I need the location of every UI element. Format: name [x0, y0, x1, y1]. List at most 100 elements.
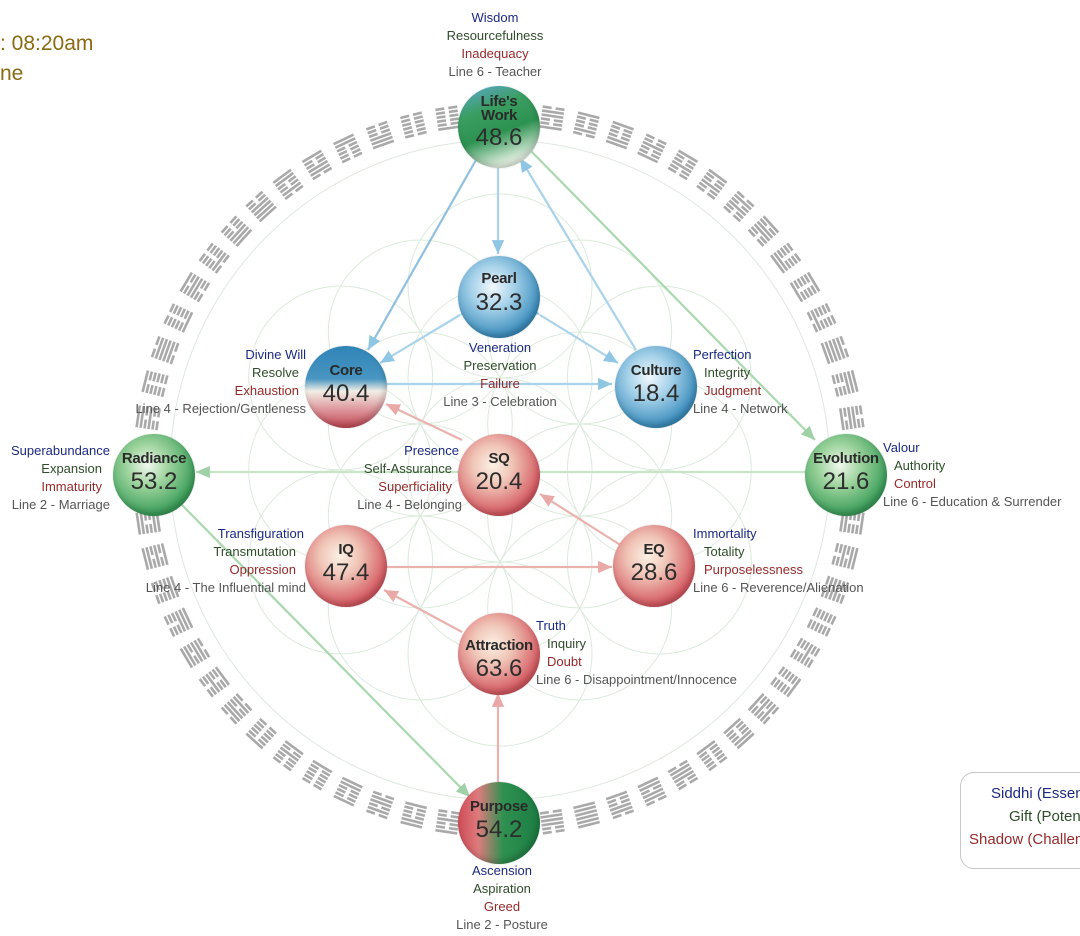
- line-text: Line 6 - Disappointment/Innocence: [536, 672, 737, 687]
- hexagram-icon: [820, 335, 850, 365]
- sphere-value: 63.6: [475, 655, 523, 682]
- legend-box: Siddhi (Essen Gift (Poten Shadow (Challe…: [960, 772, 1080, 869]
- line-text: Line 4 - The Influential mind: [145, 580, 306, 595]
- eq-labels: Immortality Totality Purposelessness Lin…: [693, 525, 864, 597]
- siddhi-text: Presence: [404, 443, 459, 458]
- sphere-name: Pearl: [481, 270, 517, 287]
- sphere-purpose[interactable]: Purpose 54.2: [458, 782, 540, 864]
- hexagram-icon: [272, 740, 304, 772]
- line-text: Line 2 - Posture: [456, 917, 548, 932]
- siddhi-text: Divine Will: [245, 347, 306, 362]
- hexagram-icon: [605, 790, 635, 820]
- legend-shadow: Shadow (Challen: [969, 831, 1080, 848]
- hexagram-icon: [820, 575, 850, 604]
- legend-gift: Gift (Poten: [1009, 808, 1080, 825]
- header-subtitle: ne: [0, 62, 24, 85]
- hexagram-icon: [789, 637, 821, 669]
- line-sq-core: [385, 403, 463, 441]
- shadow-text: Inadequacy: [461, 46, 529, 61]
- sphere-name: Purpose: [470, 798, 528, 815]
- sphere-value: 28.6: [630, 559, 678, 586]
- sphere-iq[interactable]: IQ 47.4: [305, 525, 387, 607]
- iq-labels: Transfiguration Transmutation Oppression…: [106, 525, 306, 597]
- line-pearl-culture: [524, 302, 619, 364]
- gift-text: Integrity: [704, 365, 751, 380]
- hexagram-icon: [220, 215, 253, 247]
- sphere-eq[interactable]: EQ 28.6: [613, 525, 695, 607]
- hexagram-icon: [400, 801, 428, 829]
- hexagram-icon: [747, 693, 780, 725]
- hexagram-icon: [150, 575, 180, 605]
- shadow-text: Immaturity: [41, 479, 102, 494]
- sphere-name: Work: [480, 107, 518, 124]
- hexagram-icon: [806, 607, 837, 637]
- lifes-work-labels: Wisdom Resourcefulness Inadequacy Line 6…: [395, 9, 595, 81]
- hexagram-icon: [245, 190, 277, 223]
- line-text: Line 3 - Celebration: [443, 394, 557, 409]
- siddhi-text: Ascension: [472, 863, 532, 878]
- shadow-text: Judgment: [704, 383, 762, 398]
- hexagram-icon: [333, 133, 363, 164]
- hexagram-icon: [400, 111, 427, 139]
- line-text: Line 6 - Reverence/Alienation: [693, 580, 864, 595]
- sphere-name: EQ: [643, 541, 665, 558]
- line-eq-sq: [539, 493, 623, 547]
- line-radiance-purpose: [181, 504, 471, 798]
- hexagram-icon: [272, 168, 304, 200]
- line-lifeswork-evolution: [529, 149, 816, 441]
- line-text: Line 4 - Belonging: [357, 497, 462, 512]
- gift-text: Self-Assurance: [363, 461, 452, 476]
- hexagram-icon: [831, 370, 859, 397]
- sphere-sq[interactable]: SQ 20.4: [458, 434, 540, 516]
- gift-text: Preservation: [463, 358, 537, 373]
- siddhi-text: Wisdom: [471, 10, 519, 25]
- sphere-core[interactable]: Core 40.4: [305, 346, 387, 428]
- hexagram-icon: [179, 637, 211, 669]
- hexagram-icon: [333, 776, 363, 807]
- hexagram-icon: [696, 740, 728, 772]
- line-text: Line 6 - Teacher: [448, 64, 542, 79]
- sq-labels: Presence Self-Assurance Superficiality L…: [262, 442, 462, 514]
- legend-siddhi: Siddhi (Essen: [991, 785, 1080, 802]
- hexagram-icon: [806, 303, 837, 333]
- sphere-culture[interactable]: Culture 18.4: [615, 346, 697, 428]
- hexagram-icon: [301, 759, 333, 791]
- shadow-text: Superficiality: [378, 479, 452, 494]
- hexagram-icon: [572, 111, 600, 139]
- shadow-text: Control: [894, 476, 936, 491]
- hexagram-icon: [365, 120, 395, 150]
- gift-text: Aspiration: [473, 881, 531, 896]
- hexagram-icon: [539, 809, 565, 835]
- sphere-attraction[interactable]: Attraction 63.6: [458, 613, 540, 695]
- hexagram-icon: [605, 120, 634, 150]
- sphere-value: 18.4: [632, 380, 680, 407]
- siddhi-text: Superabundance: [10, 443, 110, 458]
- line-lifeswork-core: [367, 159, 477, 351]
- hexagram-icon: [150, 336, 180, 365]
- line-pearl-core: [379, 302, 476, 364]
- gift-text: Totality: [704, 544, 745, 559]
- hexagram-icon: [435, 809, 461, 835]
- sphere-value: 20.4: [475, 468, 523, 495]
- siddhi-text: Valour: [883, 440, 920, 455]
- sphere-evolution[interactable]: Evolution 21.6: [805, 434, 887, 516]
- gift-text: Resourcefulness: [446, 28, 544, 43]
- gift-text: Authority: [894, 458, 946, 473]
- siddhi-text: Immortality: [693, 526, 757, 541]
- sphere-lifes-work[interactable]: Life's Work 48.6: [458, 86, 540, 168]
- sphere-value: 47.4: [322, 559, 370, 586]
- purpose-labels: Ascension Aspiration Greed Line 2 - Post…: [402, 862, 602, 934]
- sphere-radiance[interactable]: Radiance 53.2: [113, 434, 195, 516]
- flower-circle: [566, 285, 752, 471]
- culture-labels: Perfection Integrity Judgment Line 4 - N…: [693, 346, 788, 418]
- line-text: Line 4 - Rejection/Gentleness: [135, 401, 306, 416]
- sphere-name: SQ: [488, 450, 510, 467]
- hexagram-icon: [831, 542, 859, 570]
- hexagram-icon: [245, 717, 277, 750]
- siddhi-text: Transfiguration: [217, 526, 304, 541]
- hexagram-icon: [667, 759, 699, 791]
- sphere-pearl[interactable]: Pearl 32.3: [458, 256, 540, 338]
- sphere-value: 48.6: [475, 124, 523, 151]
- gift-text: Inquiry: [547, 636, 587, 651]
- sphere-value: 32.3: [475, 289, 523, 316]
